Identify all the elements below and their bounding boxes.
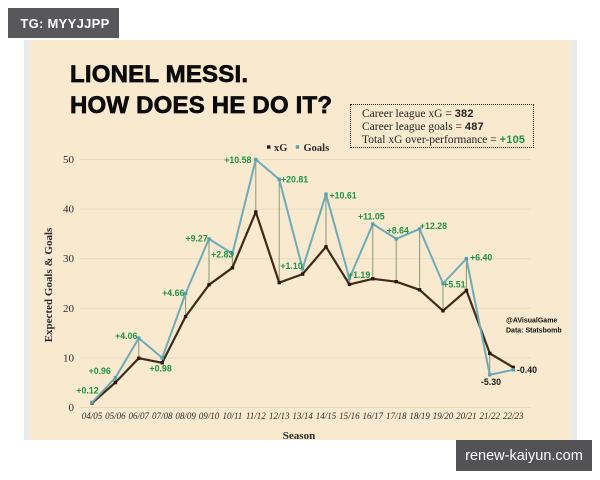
svg-text:17/18: 17/18 bbox=[386, 411, 407, 421]
svg-text:21/22: 21/22 bbox=[480, 411, 501, 421]
svg-text:05/06: 05/06 bbox=[105, 411, 126, 421]
svg-text:+8.64: +8.64 bbox=[387, 225, 409, 235]
svg-text:12/13: 12/13 bbox=[269, 411, 290, 421]
svg-text:16/17: 16/17 bbox=[363, 411, 384, 421]
svg-text:+6.40: +6.40 bbox=[470, 253, 492, 263]
svg-text:15/16: 15/16 bbox=[339, 411, 360, 421]
svg-text:+9.27: +9.27 bbox=[185, 234, 207, 244]
svg-text:13/14: 13/14 bbox=[292, 411, 313, 421]
svg-text:Season: Season bbox=[283, 430, 315, 442]
svg-text:+2.83: +2.83 bbox=[211, 249, 233, 259]
svg-text:xG: xG bbox=[274, 143, 287, 154]
svg-text:+1.19: +1.19 bbox=[348, 270, 370, 280]
svg-text:+1.10: +1.10 bbox=[280, 261, 302, 271]
svg-text:09/10: 09/10 bbox=[199, 411, 220, 421]
svg-text:19/20: 19/20 bbox=[433, 411, 454, 421]
svg-text:18/19: 18/19 bbox=[409, 411, 430, 421]
svg-text:Goals: Goals bbox=[304, 143, 330, 154]
svg-text:07/08: 07/08 bbox=[152, 411, 173, 421]
svg-text:Data: Statsbomb: Data: Statsbomb bbox=[506, 328, 562, 335]
svg-text:40: 40 bbox=[63, 204, 75, 216]
svg-text:10: 10 bbox=[63, 352, 75, 364]
svg-text:22/23: 22/23 bbox=[503, 411, 524, 421]
svg-text:+20.81: +20.81 bbox=[281, 175, 308, 185]
svg-text:+5.51: +5.51 bbox=[443, 279, 465, 289]
svg-text:20/21: 20/21 bbox=[456, 411, 477, 421]
svg-text:-5.30: -5.30 bbox=[481, 377, 501, 387]
svg-text:+11.05: +11.05 bbox=[358, 212, 385, 222]
svg-text:08/09: 08/09 bbox=[175, 411, 196, 421]
svg-text:+0.12: +0.12 bbox=[76, 386, 98, 396]
svg-text:14/15: 14/15 bbox=[316, 411, 337, 421]
svg-text:+0.96: +0.96 bbox=[89, 366, 111, 376]
svg-text:20: 20 bbox=[63, 303, 75, 315]
svg-text:+12.28: +12.28 bbox=[420, 221, 447, 231]
svg-text:+0.98: +0.98 bbox=[149, 363, 171, 373]
svg-text:@AVisualGame: @AVisualGame bbox=[506, 318, 557, 325]
svg-text:+4.66: +4.66 bbox=[162, 288, 184, 298]
svg-text:+10.58: +10.58 bbox=[224, 155, 251, 165]
svg-text:30: 30 bbox=[63, 253, 75, 265]
svg-text:11/12: 11/12 bbox=[246, 411, 266, 421]
svg-text:10/11: 10/11 bbox=[222, 411, 242, 421]
svg-text:+10.61: +10.61 bbox=[330, 190, 357, 200]
svg-text:50: 50 bbox=[63, 154, 75, 166]
svg-text:0: 0 bbox=[69, 402, 75, 414]
svg-text:Expected Goals & Goals: Expected Goals & Goals bbox=[43, 227, 55, 342]
svg-text:+4.06: +4.06 bbox=[115, 331, 137, 341]
svg-text:06/07: 06/07 bbox=[129, 411, 150, 421]
svg-text:04/05: 04/05 bbox=[82, 411, 103, 421]
svg-text:-0.40: -0.40 bbox=[517, 365, 537, 375]
